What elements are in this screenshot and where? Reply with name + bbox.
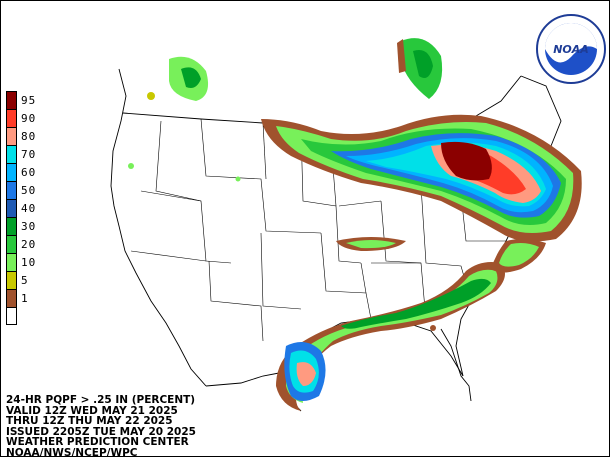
legend-swatch: 20 bbox=[6, 235, 35, 253]
probability-fields bbox=[128, 38, 582, 411]
legend-label: 5 bbox=[21, 274, 29, 287]
state-lines bbox=[130, 118, 506, 342]
legend-swatch: 50 bbox=[6, 181, 35, 199]
caption-line: VALID 12Z WED MAY 21 2025 bbox=[6, 404, 178, 417]
legend-swatch: 1 bbox=[6, 289, 28, 307]
legend-swatch: 30 bbox=[6, 217, 35, 235]
legend-label: 90 bbox=[21, 112, 37, 125]
legend-swatch: 90 bbox=[6, 109, 35, 127]
legend-swatch bbox=[6, 307, 17, 325]
legend-label: 10 bbox=[21, 256, 37, 269]
caption-line: WEATHER PREDICTION CENTER bbox=[6, 436, 189, 449]
caption: 24-HR PQPF > .25 IN (PERCENT) VALID 12Z … bbox=[6, 394, 196, 457]
legend-label: 40 bbox=[21, 202, 37, 215]
legend-label: 50 bbox=[21, 184, 37, 197]
legend-label: 30 bbox=[21, 220, 37, 233]
legend-label: 95 bbox=[21, 94, 37, 107]
caption-line: THRU 12Z THU MAY 22 2025 bbox=[6, 415, 173, 428]
noaa-logo-icon: NOAA bbox=[536, 14, 606, 84]
legend-label: 1 bbox=[21, 292, 29, 305]
legend-swatch: 10 bbox=[6, 253, 35, 271]
caption-line: NOAA/NWS/NCEP/WPC bbox=[6, 446, 138, 457]
legend-label: 20 bbox=[21, 238, 37, 251]
legend-swatch: 40 bbox=[6, 199, 35, 217]
logo-text: NOAA bbox=[553, 43, 589, 56]
legend-swatch: 60 bbox=[6, 163, 35, 181]
legend: 95 90 80 70 60 50 40 30 20 10 5 1 bbox=[6, 91, 46, 325]
caption-line: ISSUED 2205Z TUE MAY 20 2025 bbox=[6, 425, 196, 438]
legend-swatch: 95 bbox=[6, 91, 35, 109]
legend-swatch: 80 bbox=[6, 127, 35, 145]
legend-label: 80 bbox=[21, 130, 37, 143]
legend-swatch: 70 bbox=[6, 145, 35, 163]
legend-label: 60 bbox=[21, 166, 37, 179]
caption-line: 24-HR PQPF > .25 IN (PERCENT) bbox=[6, 394, 196, 406]
legend-swatch: 5 bbox=[6, 271, 28, 289]
legend-label: 70 bbox=[21, 148, 37, 161]
